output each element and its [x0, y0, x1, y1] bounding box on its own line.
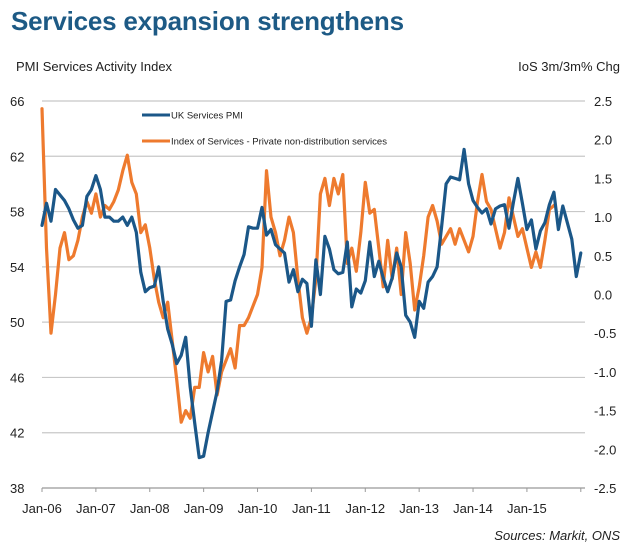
y2-tick-label: 2.0	[594, 133, 612, 148]
x-tick-label: Jan-14	[453, 501, 493, 516]
gridlines	[42, 100, 585, 434]
y2-tick-label: 0.0	[594, 288, 612, 303]
x-tick-label: Jan-11	[292, 501, 331, 516]
series-lines	[40, 107, 583, 460]
chart-title: Services expansion strengthens	[11, 6, 404, 36]
x-tick-label: Jan-06	[22, 501, 62, 516]
y2-tick-label: -1.0	[594, 365, 616, 380]
right-axis-title: IoS 3m/3m% Chg	[518, 59, 620, 74]
x-tick-label: Jan-07	[76, 501, 116, 516]
x-axis: Jan-06 Jan-07 Jan-08 Jan-09 Jan-10 Jan-11 Jan-…	[22, 487, 585, 516]
x-tick-label: Jan-12	[345, 501, 385, 516]
y-tick-label: 46	[10, 370, 24, 385]
y2-tick-label: -2.5	[594, 481, 616, 496]
y2-tick-label: 1.0	[594, 210, 612, 225]
right-axis-ticks: 2.5 2.0 1.5 1.0 0.5 0.0 -0.5 -1.0 -1.5 -2.0 -2.5	[594, 94, 616, 496]
x-tick-label: Jan-09	[184, 501, 224, 516]
y2-tick-label: -0.5	[594, 326, 616, 341]
y2-tick-label: 2.5	[594, 94, 612, 109]
series-line-uk-services-pmi	[40, 147, 583, 460]
y-tick-label: 42	[10, 426, 24, 441]
x-tick-label: Jan-15	[507, 501, 547, 516]
legend-label-pmi: UK Services PMI	[171, 111, 243, 122]
left-axis-ticks: 66 62 58 54 50 46 42 38	[10, 94, 24, 496]
y-tick-label: 62	[10, 149, 24, 164]
series-line-index-of-services	[40, 107, 556, 424]
y-tick-label: 50	[10, 315, 24, 330]
y-tick-label: 54	[10, 260, 24, 275]
y2-tick-label: 1.5	[594, 171, 612, 186]
y2-tick-label: -1.5	[594, 404, 616, 419]
x-tick-label: Jan-13	[399, 501, 439, 516]
y-tick-label: 38	[10, 481, 24, 496]
source-note: Sources: Markit, ONS	[494, 528, 620, 543]
y2-tick-label: -2.0	[594, 442, 616, 457]
legend-label-ios: Index of Services - Private non-distribu…	[171, 137, 387, 148]
legend: UK Services PMI Index of Services - Priv…	[142, 111, 387, 148]
y-tick-label: 58	[10, 205, 24, 220]
x-tick-label: Jan-08	[130, 501, 170, 516]
y-tick-label: 66	[10, 94, 24, 109]
left-axis-title: PMI Services Activity Index	[16, 59, 173, 74]
x-tick-label: Jan-10	[238, 501, 278, 516]
y2-tick-label: 0.5	[594, 249, 612, 264]
